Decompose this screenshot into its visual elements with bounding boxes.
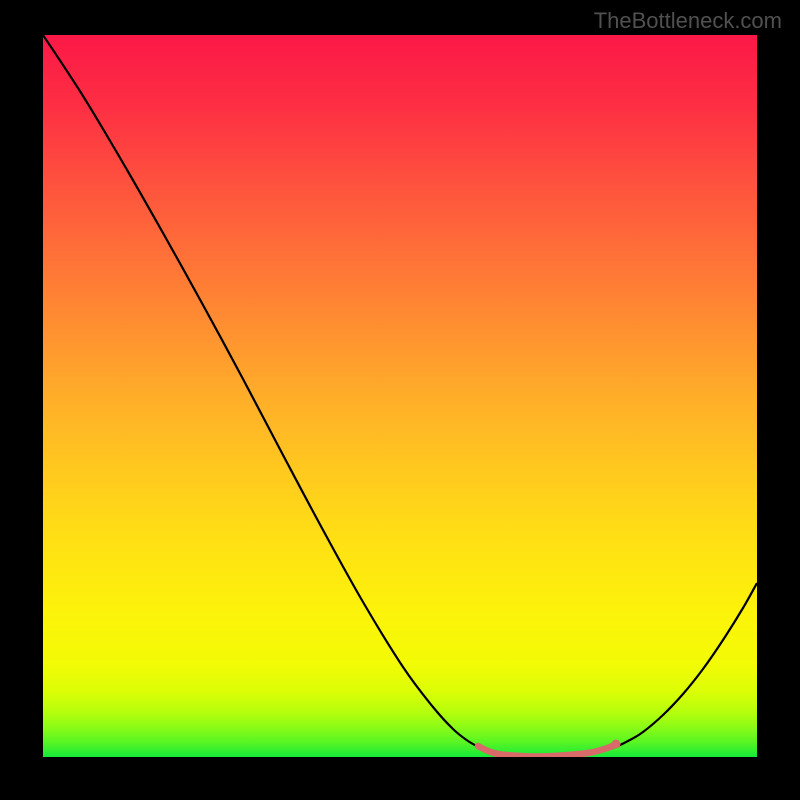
chart-plot-area bbox=[43, 35, 757, 757]
bottleneck-curve bbox=[43, 35, 757, 757]
minimum-region-end-dot bbox=[612, 740, 621, 749]
attribution-text: TheBottleneck.com bbox=[594, 8, 782, 34]
curve-overlay bbox=[43, 35, 757, 757]
minimum-region-marker bbox=[478, 744, 616, 757]
